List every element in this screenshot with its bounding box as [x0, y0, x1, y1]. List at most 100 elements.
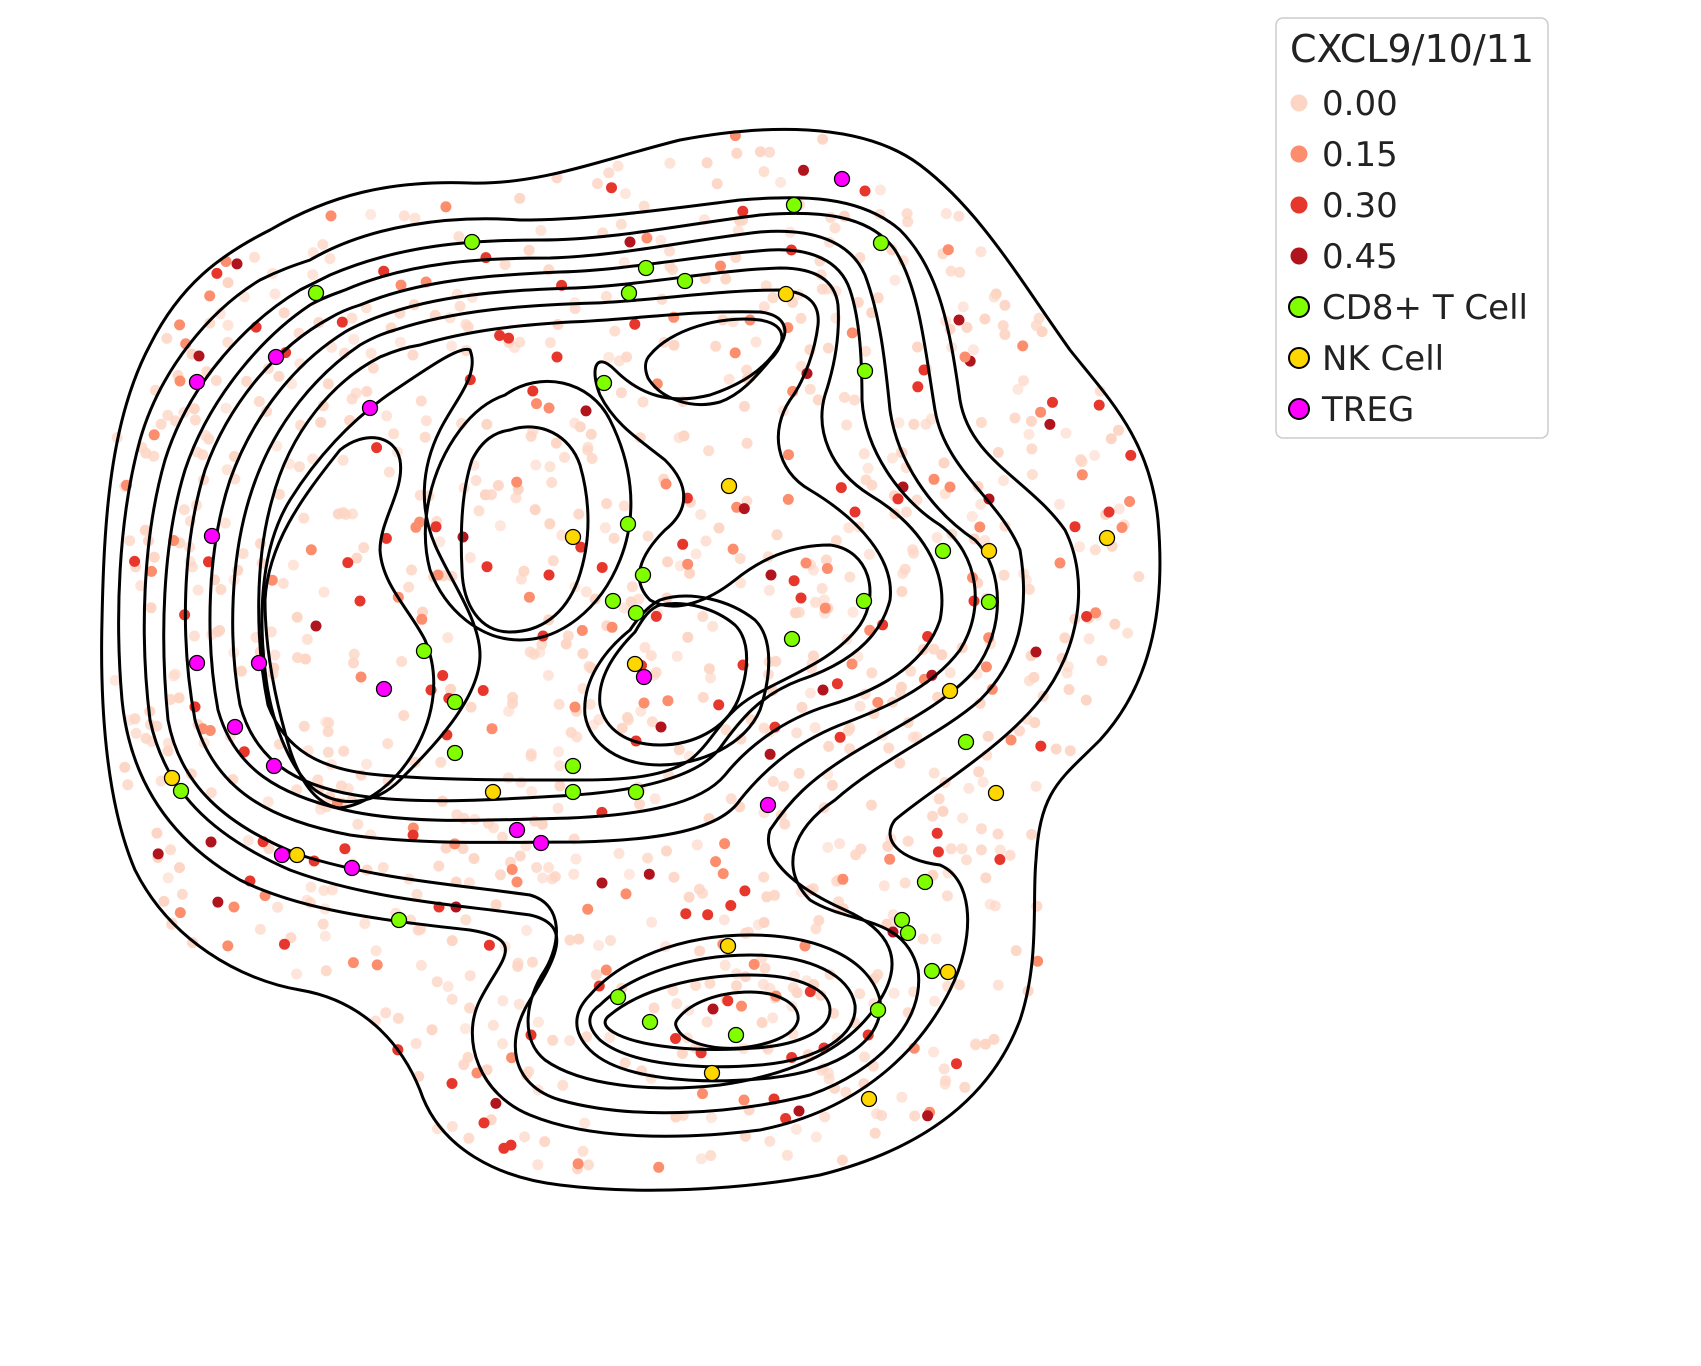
expression-cell-0_00 — [984, 898, 996, 910]
expression-cell-0_00 — [542, 669, 554, 681]
expression-cell-0_15 — [821, 563, 833, 574]
expression-cell-0_00 — [340, 509, 352, 520]
expression-cell-0_00 — [605, 935, 616, 946]
expression-cell-0_00 — [145, 602, 157, 614]
expression-cell-0_00 — [735, 733, 747, 745]
nk-cell-marker — [777, 285, 795, 303]
expression-cell-0_15 — [974, 521, 986, 533]
expression-cell-0_00 — [852, 651, 864, 663]
expression-cell-0_00 — [241, 375, 253, 387]
expression-hotspot — [655, 721, 667, 733]
expression-cell-0_00 — [582, 444, 594, 456]
expression-cell-0_30 — [795, 592, 807, 604]
expression-cell-0_00 — [980, 1038, 991, 1050]
expression-cell-0_00 — [601, 498, 613, 510]
expression-cell-0_00 — [415, 959, 427, 971]
expression-cell-0_00 — [544, 461, 556, 473]
expression-cell-0_00 — [810, 1131, 822, 1143]
expression-cell-0_30 — [575, 541, 587, 553]
expression-cell-0_00 — [162, 737, 174, 749]
expression-cell-0_00 — [836, 1154, 848, 1166]
expression-cell-0_00 — [515, 573, 527, 585]
expression-hotspot — [1030, 646, 1042, 658]
expression-cell-0_00 — [433, 860, 445, 872]
expression-cell-0_00 — [278, 307, 290, 319]
contour-level-5 — [183, 248, 977, 1083]
expression-cell-0_00 — [442, 981, 454, 993]
expression-cell-0_30 — [650, 610, 662, 622]
expression-cell-0_00 — [318, 586, 330, 598]
expression-cell-0_45 — [922, 1110, 934, 1122]
treg-marker — [361, 399, 379, 417]
expression-cell-0_30 — [478, 1117, 490, 1129]
expression-cell-0_15 — [641, 232, 653, 244]
cd8-t-cell-marker — [307, 284, 325, 302]
expression-cell-0_00 — [759, 962, 771, 974]
expression-cell-0_00 — [700, 535, 712, 547]
expression-cell-0_00 — [129, 713, 141, 725]
expression-cell-0_00 — [697, 611, 709, 622]
expression-hotspot — [944, 481, 956, 493]
contour-level-3 — [142, 211, 1026, 1115]
expression-cell-0_00 — [210, 375, 222, 386]
expression-cell-0_00 — [933, 793, 945, 805]
expression-cell-0_00 — [536, 818, 548, 830]
expression-cell-0_00 — [453, 231, 465, 243]
expression-cell-0_00 — [902, 835, 914, 847]
expression-cell-0_00 — [908, 547, 920, 559]
expression-cell-0_00 — [473, 505, 485, 517]
expression-cell-0_00 — [975, 417, 987, 428]
expression-cell-0_30 — [670, 1033, 681, 1044]
expression-cell-0_00 — [130, 727, 142, 739]
nk-cell-marker — [941, 682, 959, 700]
expression-cell-0_00 — [684, 567, 696, 579]
expression-hotspot — [638, 697, 650, 709]
expression-cell-0_00 — [599, 522, 611, 534]
expression-cell-0_15 — [942, 244, 954, 256]
expression-cell-0_00 — [1033, 312, 1045, 324]
expression-cell-0_00 — [757, 978, 769, 990]
expression-hotspot — [624, 236, 636, 248]
expression-cell-0_30 — [336, 316, 348, 328]
expression-cell-0_00 — [162, 745, 174, 757]
expression-cell-0_00 — [403, 581, 415, 593]
expression-cell-0_00 — [957, 301, 969, 313]
expression-cell-0_00 — [823, 740, 835, 752]
expression-cell-0_15 — [511, 476, 523, 488]
expression-cell-0_00 — [514, 192, 526, 204]
expression-cell-0_00 — [543, 862, 555, 873]
expression-cell-0_00 — [214, 625, 226, 636]
expression-hotspot — [543, 569, 555, 581]
expression-cell-0_00 — [507, 697, 519, 709]
expression-cell-0_00 — [573, 508, 585, 520]
expression-hotspot — [707, 1003, 719, 1015]
expression-cell-0_00 — [812, 394, 824, 406]
expression-hotspot — [849, 506, 861, 518]
expression-cell-0_00 — [941, 890, 953, 902]
expression-cell-0_00 — [155, 418, 167, 430]
expression-cell-0_00 — [398, 710, 410, 721]
expression-cell-0_00 — [826, 779, 838, 791]
expression-cell-0_00 — [1050, 743, 1062, 755]
expression-cell-0_00 — [124, 535, 136, 547]
expression-cell-0_00 — [731, 147, 743, 159]
expression-cell-0_00 — [293, 461, 305, 473]
expression-cell-0_15 — [347, 957, 359, 969]
expression-cell-0_00 — [298, 720, 310, 732]
expression-cell-0_00 — [900, 506, 912, 518]
expression-cell-0_30 — [629, 318, 641, 330]
expression-cell-0_00 — [445, 683, 457, 695]
cd8-t-cell-marker — [564, 783, 582, 801]
expression-cell-0_00 — [944, 667, 956, 679]
expression-cell-0_00 — [961, 322, 973, 333]
expression-cell-0_00 — [419, 431, 431, 443]
expression-cell-0_00 — [338, 745, 350, 757]
expression-cell-0_15 — [395, 279, 407, 291]
expression-cell-0_30 — [831, 678, 843, 690]
expression-cell-0_00 — [547, 555, 559, 567]
expression-cell-0_00 — [446, 1121, 458, 1132]
expression-cell-0_00 — [533, 1016, 544, 1028]
expression-cell-0_00 — [618, 602, 630, 614]
expression-cell-0_00 — [889, 274, 901, 286]
expression-cell-0_00 — [326, 884, 338, 896]
